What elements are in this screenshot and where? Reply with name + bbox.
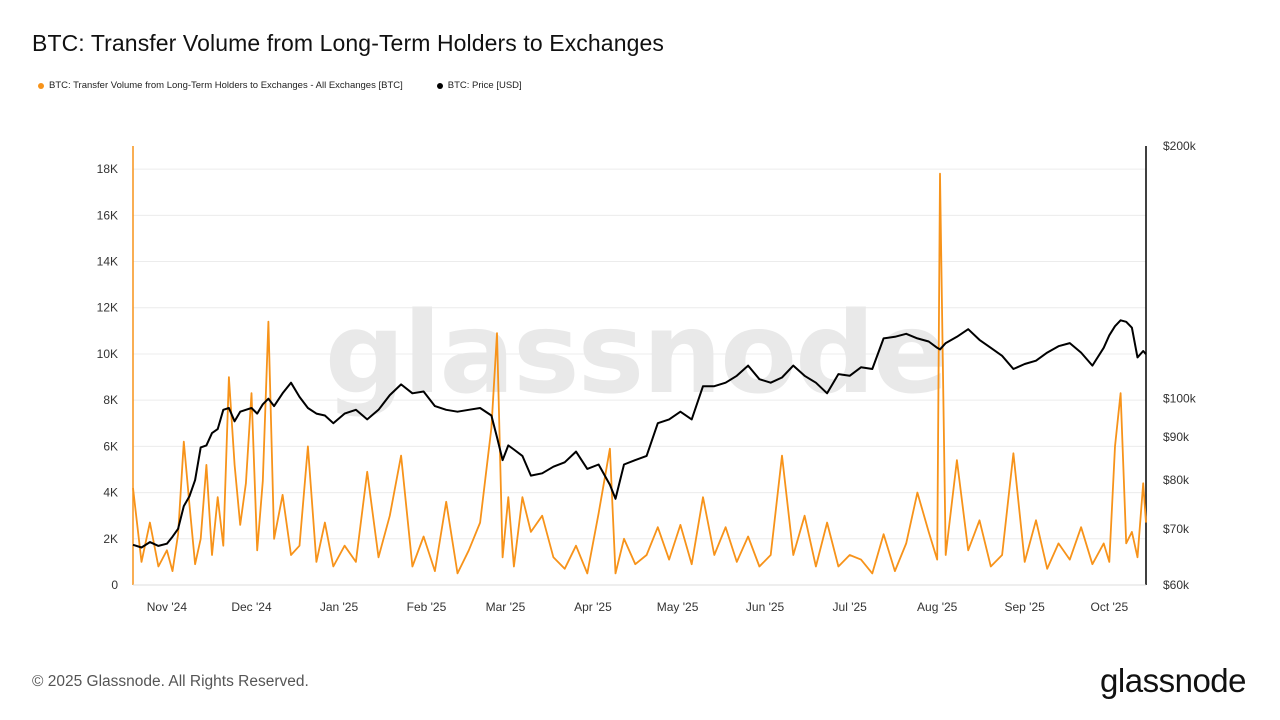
x-tick-label: Jul '25 [833, 600, 868, 614]
y-left-tick-label: 18K [97, 162, 118, 176]
x-tick-label: Dec '24 [231, 600, 272, 614]
legend-item-price[interactable]: BTC: Price [USD] [436, 80, 522, 91]
y-right-tick-label: $80k [1163, 473, 1190, 487]
legend-dot-volume [38, 82, 44, 89]
y-left-tick-label: 6K [103, 439, 118, 453]
x-tick-label: Sep '25 [1005, 600, 1046, 614]
y-left-tick-label: 16K [97, 208, 118, 222]
copyright-footer: © 2025 Glassnode. All Rights Reserved. [32, 673, 309, 690]
y-right-tick-label: $200k [1163, 139, 1197, 153]
volume-series-line [132, 172, 1147, 575]
grid-lines [133, 168, 1146, 540]
y-right-tick-label: $60k [1163, 578, 1190, 592]
x-tick-label: Apr '25 [574, 600, 612, 614]
x-tick-label: Jan '25 [320, 600, 359, 614]
y-left-tick-label: 10K [97, 347, 118, 361]
legend-dot-price [436, 82, 443, 89]
y-left-tick-label: 4K [103, 486, 118, 500]
x-tick-label: Nov '24 [147, 600, 188, 614]
watermark: glassnode [325, 289, 947, 419]
price-series-line [132, 319, 1147, 549]
x-tick-label: Aug '25 [917, 600, 958, 614]
y-right-tick-label: $100k [1163, 392, 1197, 406]
x-tick-label: Jun '25 [746, 600, 785, 614]
y-left-tick-label: 14K [97, 255, 118, 269]
y-right-tick-label: $70k [1163, 522, 1190, 536]
legend-label-volume: BTC: Transfer Volume from Long-Term Hold… [49, 80, 403, 91]
y-left-tick-label: 12K [97, 301, 118, 315]
x-tick-label: May '25 [657, 600, 699, 614]
tick-labels: 0 2K 4K 6K 8K 10K 12K 14K 16K 18K $60k $70k $80k $90k… [97, 139, 1197, 614]
y-left-tick-label: 8K [103, 393, 118, 407]
legend-item-volume[interactable]: BTC: Transfer Volume from Long-Term Hold… [38, 80, 403, 91]
x-tick-label: Feb '25 [407, 600, 447, 614]
y-right-tick-label: $90k [1163, 430, 1190, 444]
series-layer [132, 172, 1147, 575]
chart-title: BTC: Transfer Volume from Long-Term Hold… [32, 30, 664, 56]
glassnode-logo: glassnode [1100, 662, 1246, 699]
chart-legend: BTC: Transfer Volume from Long-Term Hold… [38, 80, 556, 91]
legend-label-price: BTC: Price [USD] [447, 80, 522, 91]
y-left-tick-label: 0 [111, 578, 118, 592]
x-tick-label: Mar '25 [486, 600, 526, 614]
y-left-tick-label: 2K [103, 532, 118, 546]
x-tick-label: Oct '25 [1090, 600, 1128, 614]
